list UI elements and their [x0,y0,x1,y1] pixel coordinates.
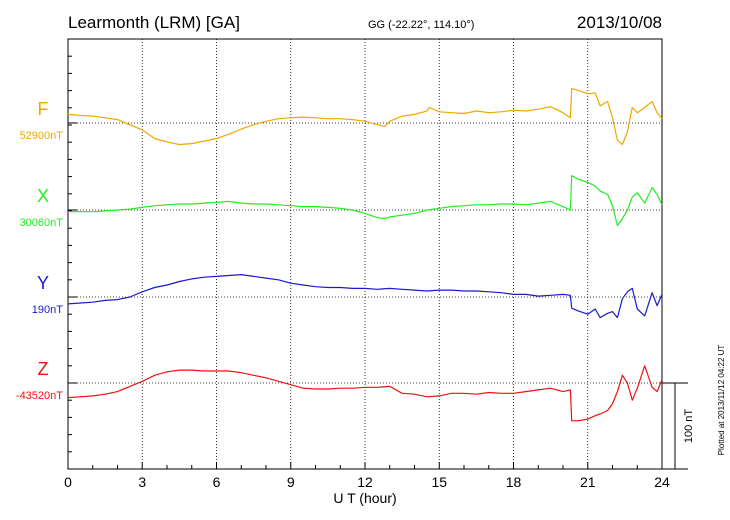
axis-ticks [67,38,663,470]
series-lines [67,87,663,422]
scale-bar-label: 100 nT [683,409,695,444]
x-tick-label: 3 [138,474,146,490]
series-name-x: X [37,186,49,206]
series-name-y: Y [37,273,49,293]
series-line-x [68,175,663,227]
series-line-y [67,274,663,319]
series-name-z: Z [38,359,49,379]
plot-frame [67,38,663,470]
x-tick-label: 9 [287,474,295,490]
x-tick-label: 0 [64,474,72,490]
station-title: Learmonth (LRM) [GA] [68,13,240,32]
scale-bar [662,382,688,470]
x-tick-label: 18 [506,474,522,490]
x-tick-labels: 0 3 6 9 12 15 18 21 24 [64,474,670,490]
series-baseline-label-y: 190nT [32,304,63,316]
series-line-f [67,87,663,146]
series-baseline-label-z: -43520nT [16,390,63,402]
series-labels: F 52900nT X 30060nT Y 190nT Z -43520nT [16,99,63,402]
plotted-timestamp: Plotted at 2013/11/12 04:22 UT [717,345,726,456]
series-name-f: F [38,99,49,119]
series-baseline-label-f: 52900nT [20,130,64,142]
series-line-z [67,365,663,422]
grid-lines [68,39,662,469]
series-baseline-label-x: 30060nT [20,217,64,229]
station-coordinates: GG (-22.22°, 114.10°) [368,19,474,31]
x-tick-label: 15 [431,474,447,490]
x-tick-label: 24 [654,474,670,490]
x-tick-label: 6 [213,474,221,490]
plot-date: 2013/10/08 [577,13,662,32]
x-tick-label: 21 [580,474,596,490]
x-axis-title: U T (hour) [333,490,396,506]
x-tick-label: 12 [357,474,373,490]
